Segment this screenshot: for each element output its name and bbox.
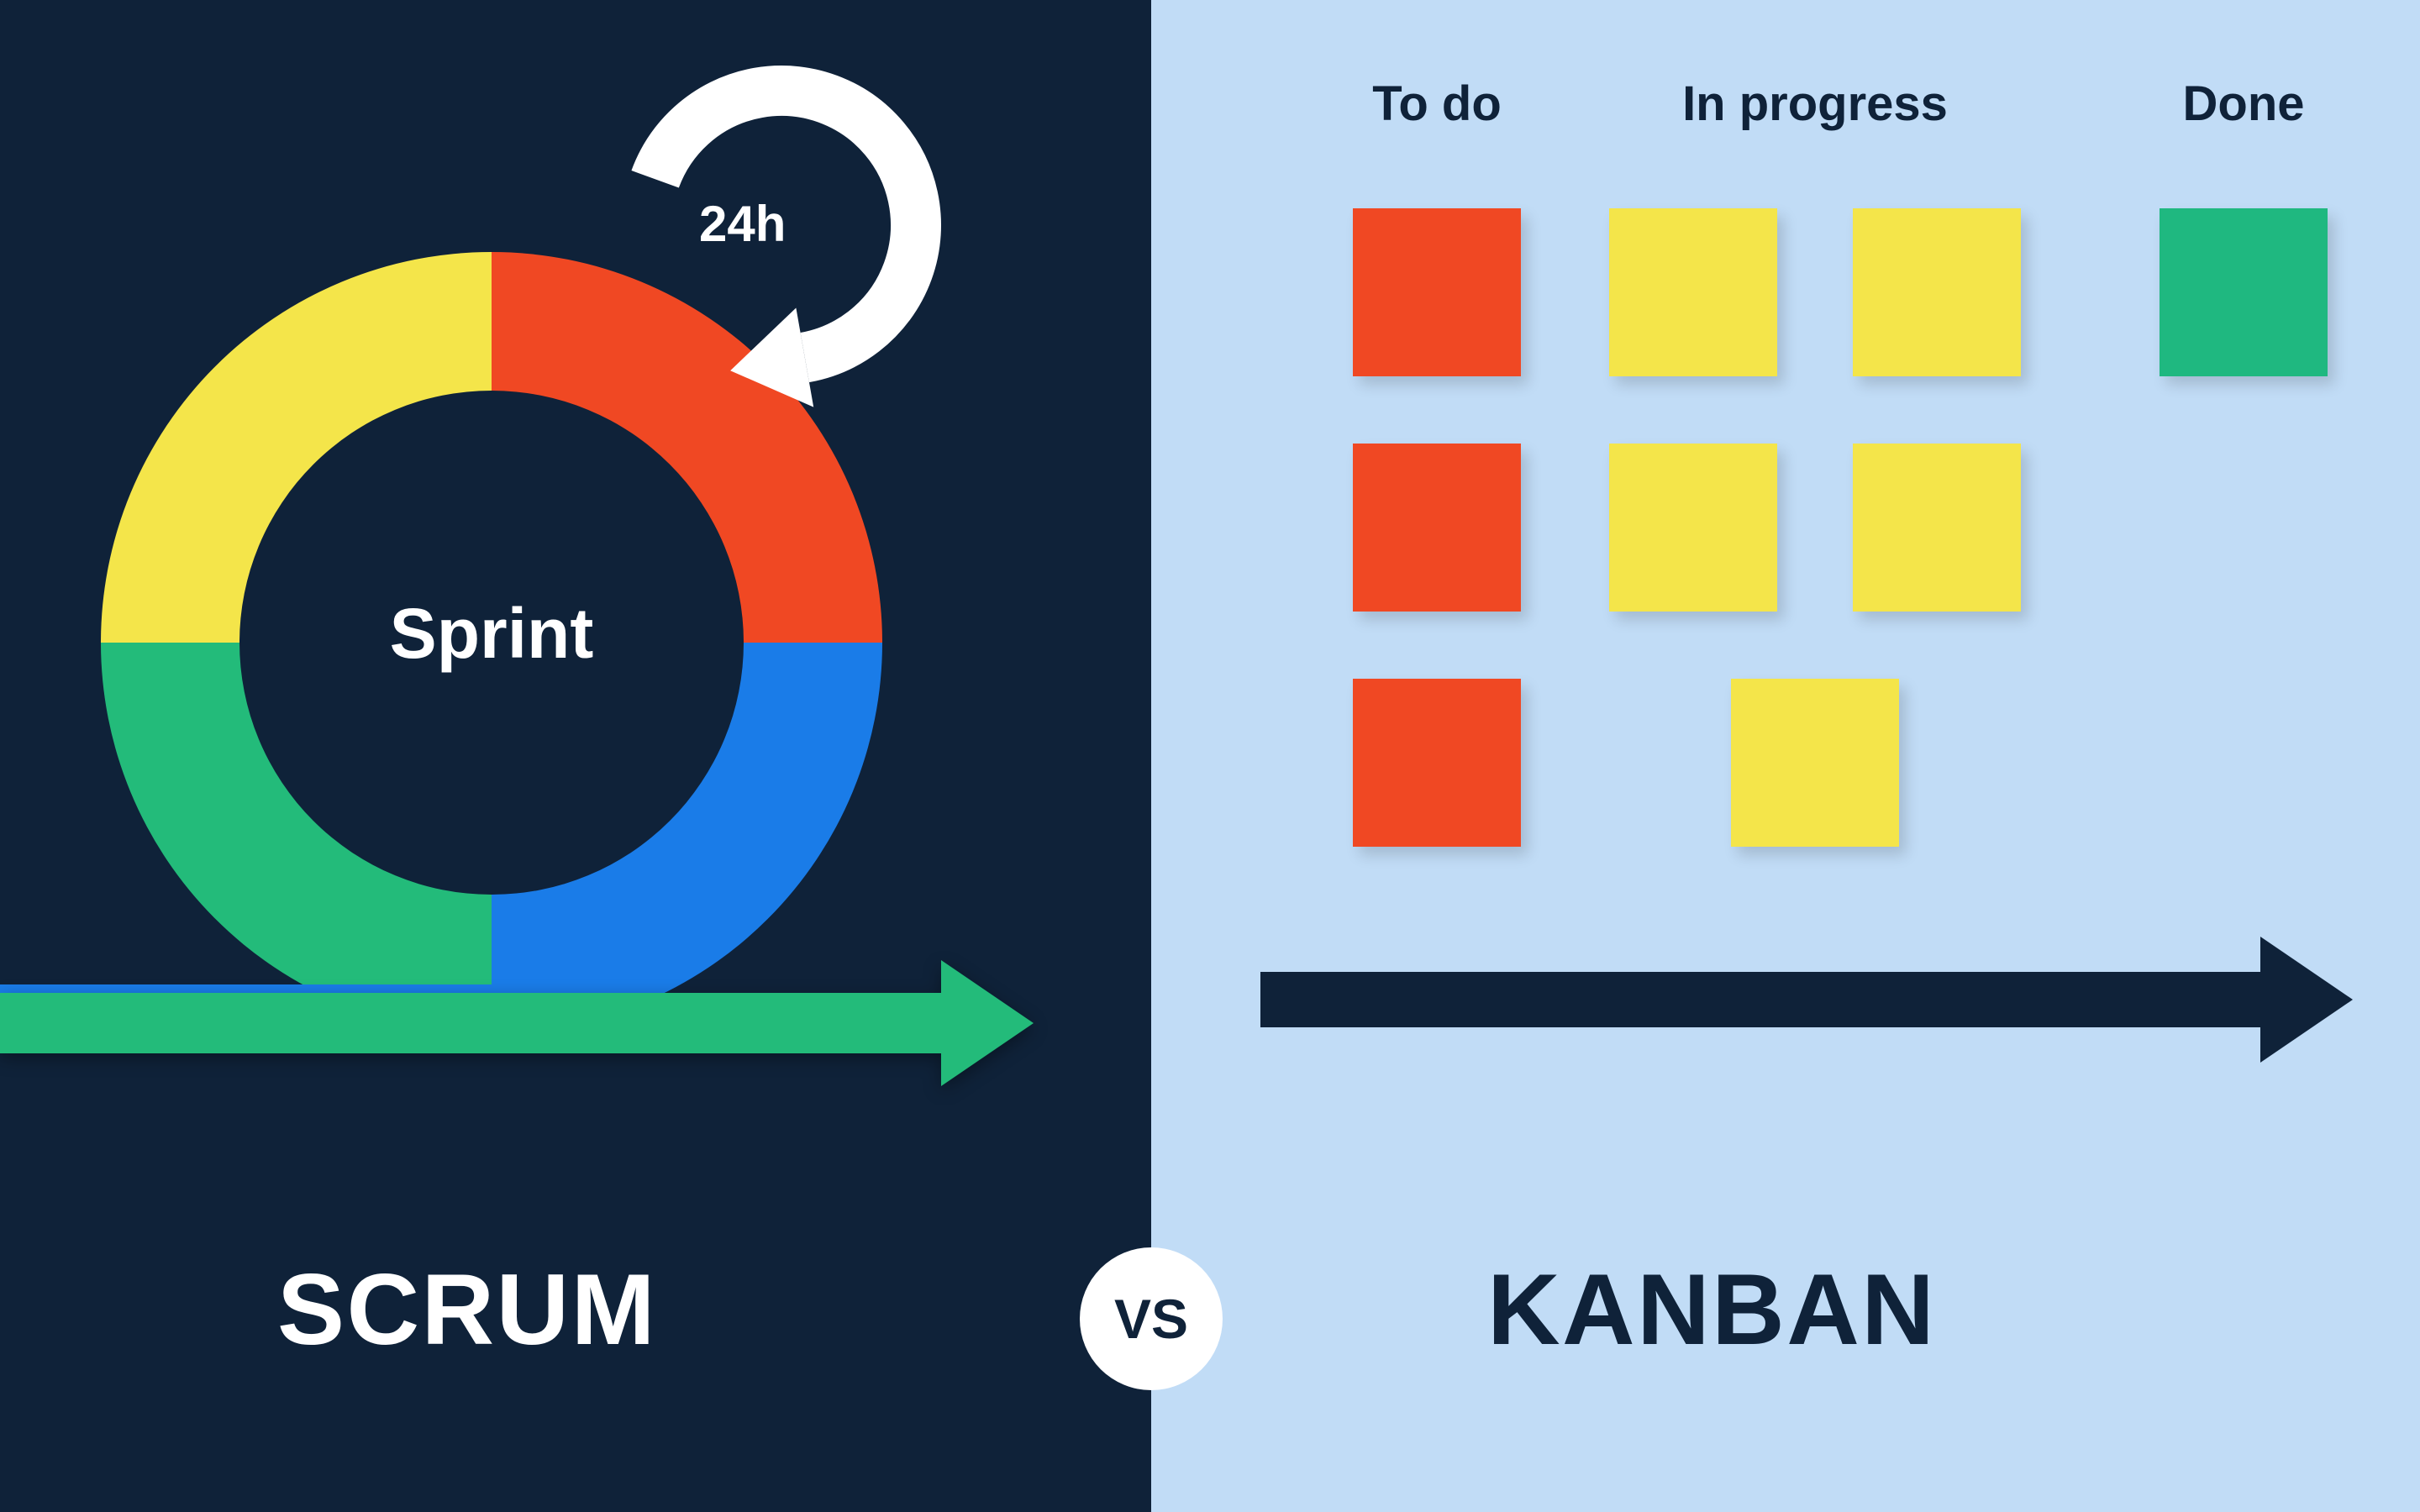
daily-cycle-label: 24h	[699, 195, 786, 253]
scrum-flow-arrow	[0, 979, 1034, 1068]
kanban-flow-arrow	[1260, 949, 2353, 1050]
kanban-card	[1853, 444, 2021, 612]
sprint-label: Sprint	[101, 593, 882, 675]
kanban-card	[1353, 208, 1521, 376]
kanban-card	[1853, 208, 2021, 376]
scrum-flow-arrow-head	[941, 960, 1034, 1086]
kanban-col-header-todo: To do	[1311, 76, 1563, 132]
kanban-card	[1609, 444, 1777, 612]
vs-badge: VS	[1080, 1247, 1223, 1390]
scrum-flow-arrow-shaft	[0, 993, 941, 1053]
kanban-card	[1731, 679, 1899, 847]
kanban-card	[1353, 679, 1521, 847]
kanban-flow-arrow-shaft	[1260, 972, 2260, 1027]
kanban-card	[1353, 444, 1521, 612]
kanban-title: KANBAN	[1487, 1252, 1936, 1368]
daily-cycle-arrow	[496, 0, 1067, 511]
vs-label: VS	[1114, 1287, 1188, 1351]
kanban-col-header-in-progress: In progress	[1597, 76, 2033, 132]
kanban-flow-arrow-head	[2260, 937, 2353, 1063]
kanban-card	[2160, 208, 2328, 376]
kanban-col-header-done: Done	[2118, 76, 2370, 132]
kanban-card	[1609, 208, 1777, 376]
scrum-title: SCRUM	[277, 1252, 657, 1368]
